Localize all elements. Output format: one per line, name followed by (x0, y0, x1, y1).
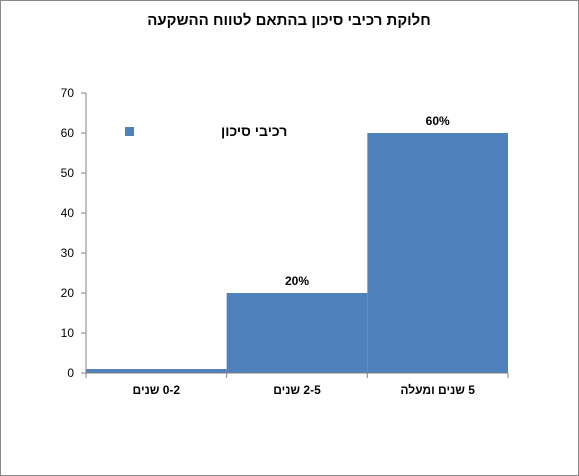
y-tick-label: 20 (61, 286, 75, 300)
y-tick-label: 70 (61, 86, 75, 100)
x-tick-label: 2-5 שנים (273, 383, 321, 397)
x-tick-label: 0-2 שנים (133, 383, 181, 397)
plot-area: 0 10 20 30 40 50 60 70 0-2 שנים 2-5 שנים 5 שנים ומ… (61, 86, 509, 397)
legend-swatch (125, 127, 134, 136)
bar (226, 293, 368, 373)
y-tick-label: 40 (61, 206, 75, 220)
legend-label: רכיבי סיכון (221, 123, 287, 139)
y-tick-label: 30 (61, 246, 75, 260)
y-tick-label: 10 (61, 326, 75, 340)
data-label: 20% (285, 274, 309, 288)
bar (367, 133, 508, 373)
data-label: 60% (426, 114, 450, 128)
x-tick-label: 5 שנים ומעלה (400, 383, 475, 397)
y-tick-label: 0 (67, 366, 74, 380)
bar (86, 369, 227, 373)
y-tick-label: 50 (61, 166, 75, 180)
y-tick-label: 60 (61, 126, 75, 140)
chart-title: חלוקת רכיבי סיכון בהתאם לטווח ההשקעה (147, 12, 430, 29)
legend: רכיבי סיכון (125, 123, 287, 139)
